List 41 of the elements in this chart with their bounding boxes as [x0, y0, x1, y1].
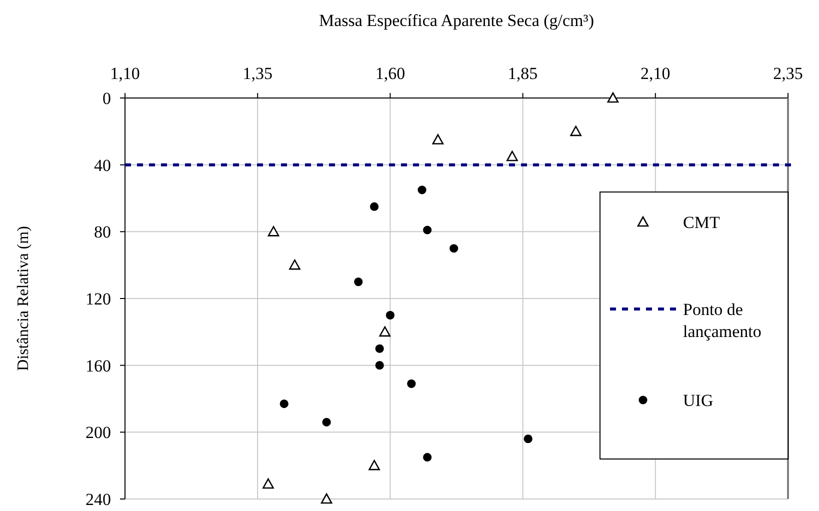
point [506, 150, 518, 162]
point [289, 259, 300, 270]
y-tick-label: 240 [86, 490, 111, 509]
point [320, 493, 332, 504]
x-tick-label: 1,10 [110, 64, 140, 83]
point [423, 452, 432, 462]
x-tick-label: 1,35 [242, 64, 272, 83]
y-tick-label: 0 [102, 89, 111, 108]
point [375, 344, 384, 353]
point [368, 460, 380, 470]
y-tick-label: 80 [94, 222, 111, 242]
point [570, 126, 582, 136]
point [450, 244, 458, 253]
x-tick-label: 1,85 [508, 64, 538, 83]
point [432, 134, 444, 144]
x-tick-label: 2,10 [640, 64, 670, 83]
x-tick-label: 2,35 [773, 64, 803, 83]
point [370, 202, 379, 211]
y-tick-label: 40 [94, 156, 111, 175]
y-tick-label: 160 [86, 356, 111, 376]
point [280, 399, 288, 408]
point [423, 226, 432, 234]
point [407, 379, 416, 388]
point [262, 478, 274, 489]
point [524, 434, 532, 444]
y-axis-title: Distância Relativa (m) [15, 226, 32, 371]
y-tick-label: 200 [86, 423, 111, 442]
point [386, 310, 394, 320]
point [268, 226, 280, 236]
legend-label: Ponto de lançamento [683, 300, 762, 341]
y-tick-label: 120 [86, 290, 111, 308]
point [322, 418, 331, 426]
point [354, 277, 363, 286]
point [375, 361, 384, 370]
x-tick-label: 1,60 [375, 64, 406, 83]
legend-label: UIG [683, 391, 714, 410]
x-axis-title: Massa Específica Aparente Seca (g/cm³) [318, 11, 594, 30]
point [418, 186, 426, 194]
legend-label: CMT [683, 213, 720, 232]
point [379, 326, 391, 337]
point [607, 92, 619, 103]
